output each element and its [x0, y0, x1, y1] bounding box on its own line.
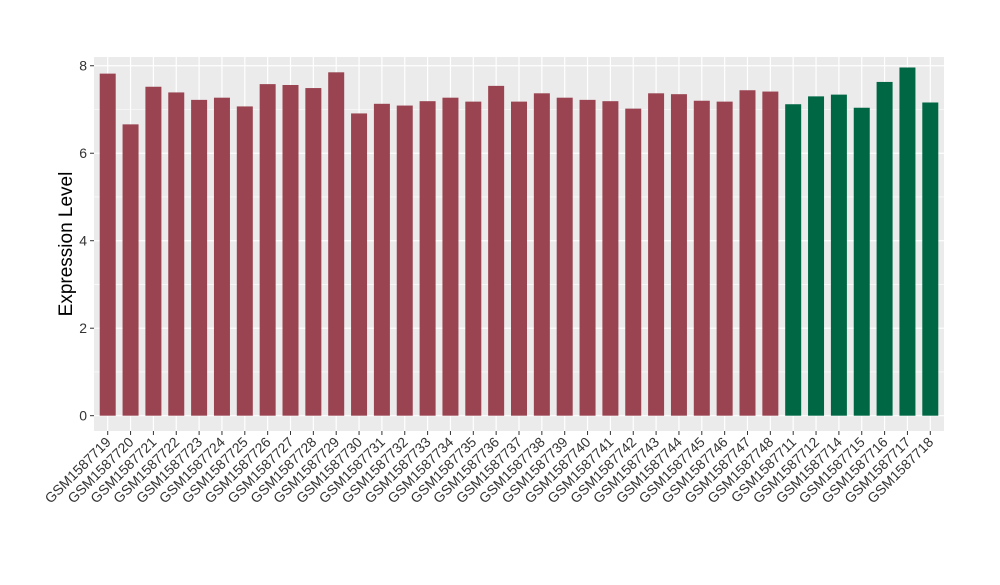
y-tick-label: 2: [79, 320, 87, 336]
bar-GSM1587738: [533, 93, 550, 416]
bar-GSM1587717: [899, 67, 916, 416]
bar-GSM1587725: [236, 106, 253, 416]
bar-GSM1587723: [191, 99, 208, 416]
bar-GSM1587748: [762, 91, 779, 416]
bar-GSM1587735: [465, 101, 482, 416]
bar-GSM1587729: [328, 72, 345, 416]
bar-GSM1587742: [625, 108, 642, 416]
bar-GSM1587731: [373, 103, 390, 416]
bar-GSM1587726: [259, 84, 276, 416]
bar-GSM1587727: [282, 84, 299, 416]
bar-GSM1587740: [579, 99, 596, 416]
bar-GSM1587721: [145, 86, 162, 416]
y-tick-label: 8: [79, 58, 87, 74]
bar-GSM1587744: [670, 94, 687, 416]
bar-GSM1587712: [808, 96, 825, 416]
bar-GSM1587746: [716, 101, 733, 416]
bar-GSM1587743: [648, 93, 665, 416]
bar-GSM1587718: [922, 102, 939, 416]
y-axis: 0 2 4 6 8: [79, 58, 94, 424]
bar-GSM1587730: [351, 113, 368, 416]
bar-GSM1587736: [488, 85, 505, 416]
bar-GSM1587747: [739, 90, 756, 416]
bar-GSM1587745: [693, 100, 710, 416]
bar-GSM1587724: [213, 97, 230, 416]
bar-GSM1587722: [168, 92, 185, 416]
bar-GSM1587739: [556, 97, 573, 416]
bars: [99, 67, 939, 416]
bar-GSM1587715: [853, 107, 870, 416]
bar-GSM1587741: [602, 101, 619, 416]
y-tick-label: 4: [79, 233, 87, 249]
bar-GSM1587733: [419, 101, 436, 416]
bar-GSM1587719: [99, 73, 116, 416]
bar-GSM1587711: [785, 104, 802, 416]
bar-GSM1587716: [876, 81, 893, 416]
y-axis-label: Expression Level: [56, 172, 77, 317]
bar-GSM1587732: [396, 105, 413, 416]
bar-GSM1587714: [830, 94, 847, 416]
x-axis: GSM1587719GSM1587720GSM1587721GSM1587722…: [41, 431, 937, 506]
bar-GSM1587728: [305, 88, 322, 416]
bar-GSM1587737: [511, 101, 527, 416]
y-tick-label: 6: [79, 145, 87, 161]
bar-GSM1587720: [122, 124, 139, 416]
y-tick-label: 0: [79, 408, 87, 424]
bar-GSM1587734: [442, 97, 459, 416]
